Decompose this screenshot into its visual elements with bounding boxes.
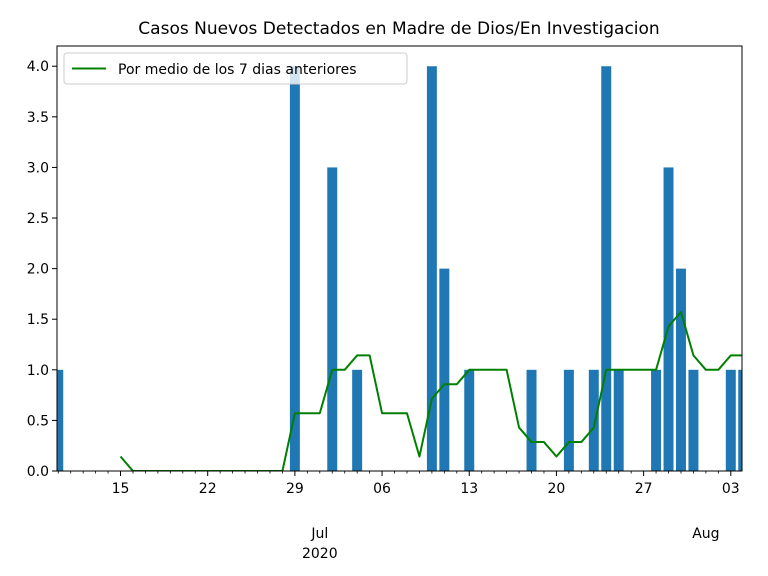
legend: Por medio de los 7 dias anteriores — [63, 52, 408, 85]
x-tick-label: 13 — [460, 481, 478, 497]
bar-mark — [725, 369, 736, 471]
bar-mark — [464, 369, 475, 471]
x-tick-label: 29 — [286, 481, 304, 497]
bar-mark — [439, 268, 450, 471]
x-tick-label: 06 — [373, 481, 391, 497]
y-tick-label: 0.0 — [27, 464, 49, 480]
x-axis: 15 22 29 06 13 20 27 03 Jul Aug 2020 — [57, 471, 740, 562]
x-tick-label: 03 — [722, 481, 740, 497]
bar-mark — [738, 369, 742, 471]
chart-title: Casos Nuevos Detectados en Madre de Dios… — [138, 19, 659, 39]
bar-mark — [663, 167, 674, 471]
x-month-label: Aug — [692, 526, 719, 542]
bar-mark — [651, 369, 662, 471]
plot-frame — [56, 45, 743, 472]
y-axis: 0.0 0.5 1.0 1.5 2.0 2.5 3.0 3.5 4.0 — [27, 59, 57, 480]
y-tick-label: 4.0 — [27, 59, 49, 75]
y-tick-label: 2.0 — [27, 262, 49, 278]
bar-mark — [563, 369, 574, 471]
bar-mark — [526, 369, 537, 471]
bar-mark — [327, 167, 338, 471]
bar-mark — [688, 369, 699, 471]
moving-average-line — [119, 311, 742, 471]
y-tick-label: 3.0 — [27, 160, 49, 176]
y-tick-label: 1.5 — [27, 312, 49, 328]
x-year-label: 2020 — [302, 546, 338, 562]
x-tick-label: 27 — [635, 481, 653, 497]
x-month-label: Jul — [310, 526, 328, 542]
bar-mark — [675, 268, 686, 471]
x-tick-label: 20 — [548, 481, 566, 497]
legend-label: Por medio de los 7 dias anteriores — [118, 62, 357, 78]
x-tick-label: 22 — [199, 481, 217, 497]
y-tick-label: 3.5 — [27, 110, 49, 126]
bar-mark — [613, 369, 624, 471]
bar-mark — [289, 66, 300, 471]
bar-mark — [588, 369, 599, 471]
bar-series — [57, 66, 742, 471]
y-tick-label: 2.5 — [27, 211, 49, 227]
line-series — [119, 311, 742, 471]
y-tick-label: 1.0 — [27, 363, 49, 379]
legend-box — [63, 52, 408, 85]
x-tick-label: 15 — [112, 481, 130, 497]
bar-mark — [426, 66, 437, 471]
y-tick-label: 0.5 — [27, 413, 49, 429]
bar-mark — [57, 369, 64, 471]
bar-mark — [601, 66, 612, 471]
bar-mark — [352, 369, 363, 471]
